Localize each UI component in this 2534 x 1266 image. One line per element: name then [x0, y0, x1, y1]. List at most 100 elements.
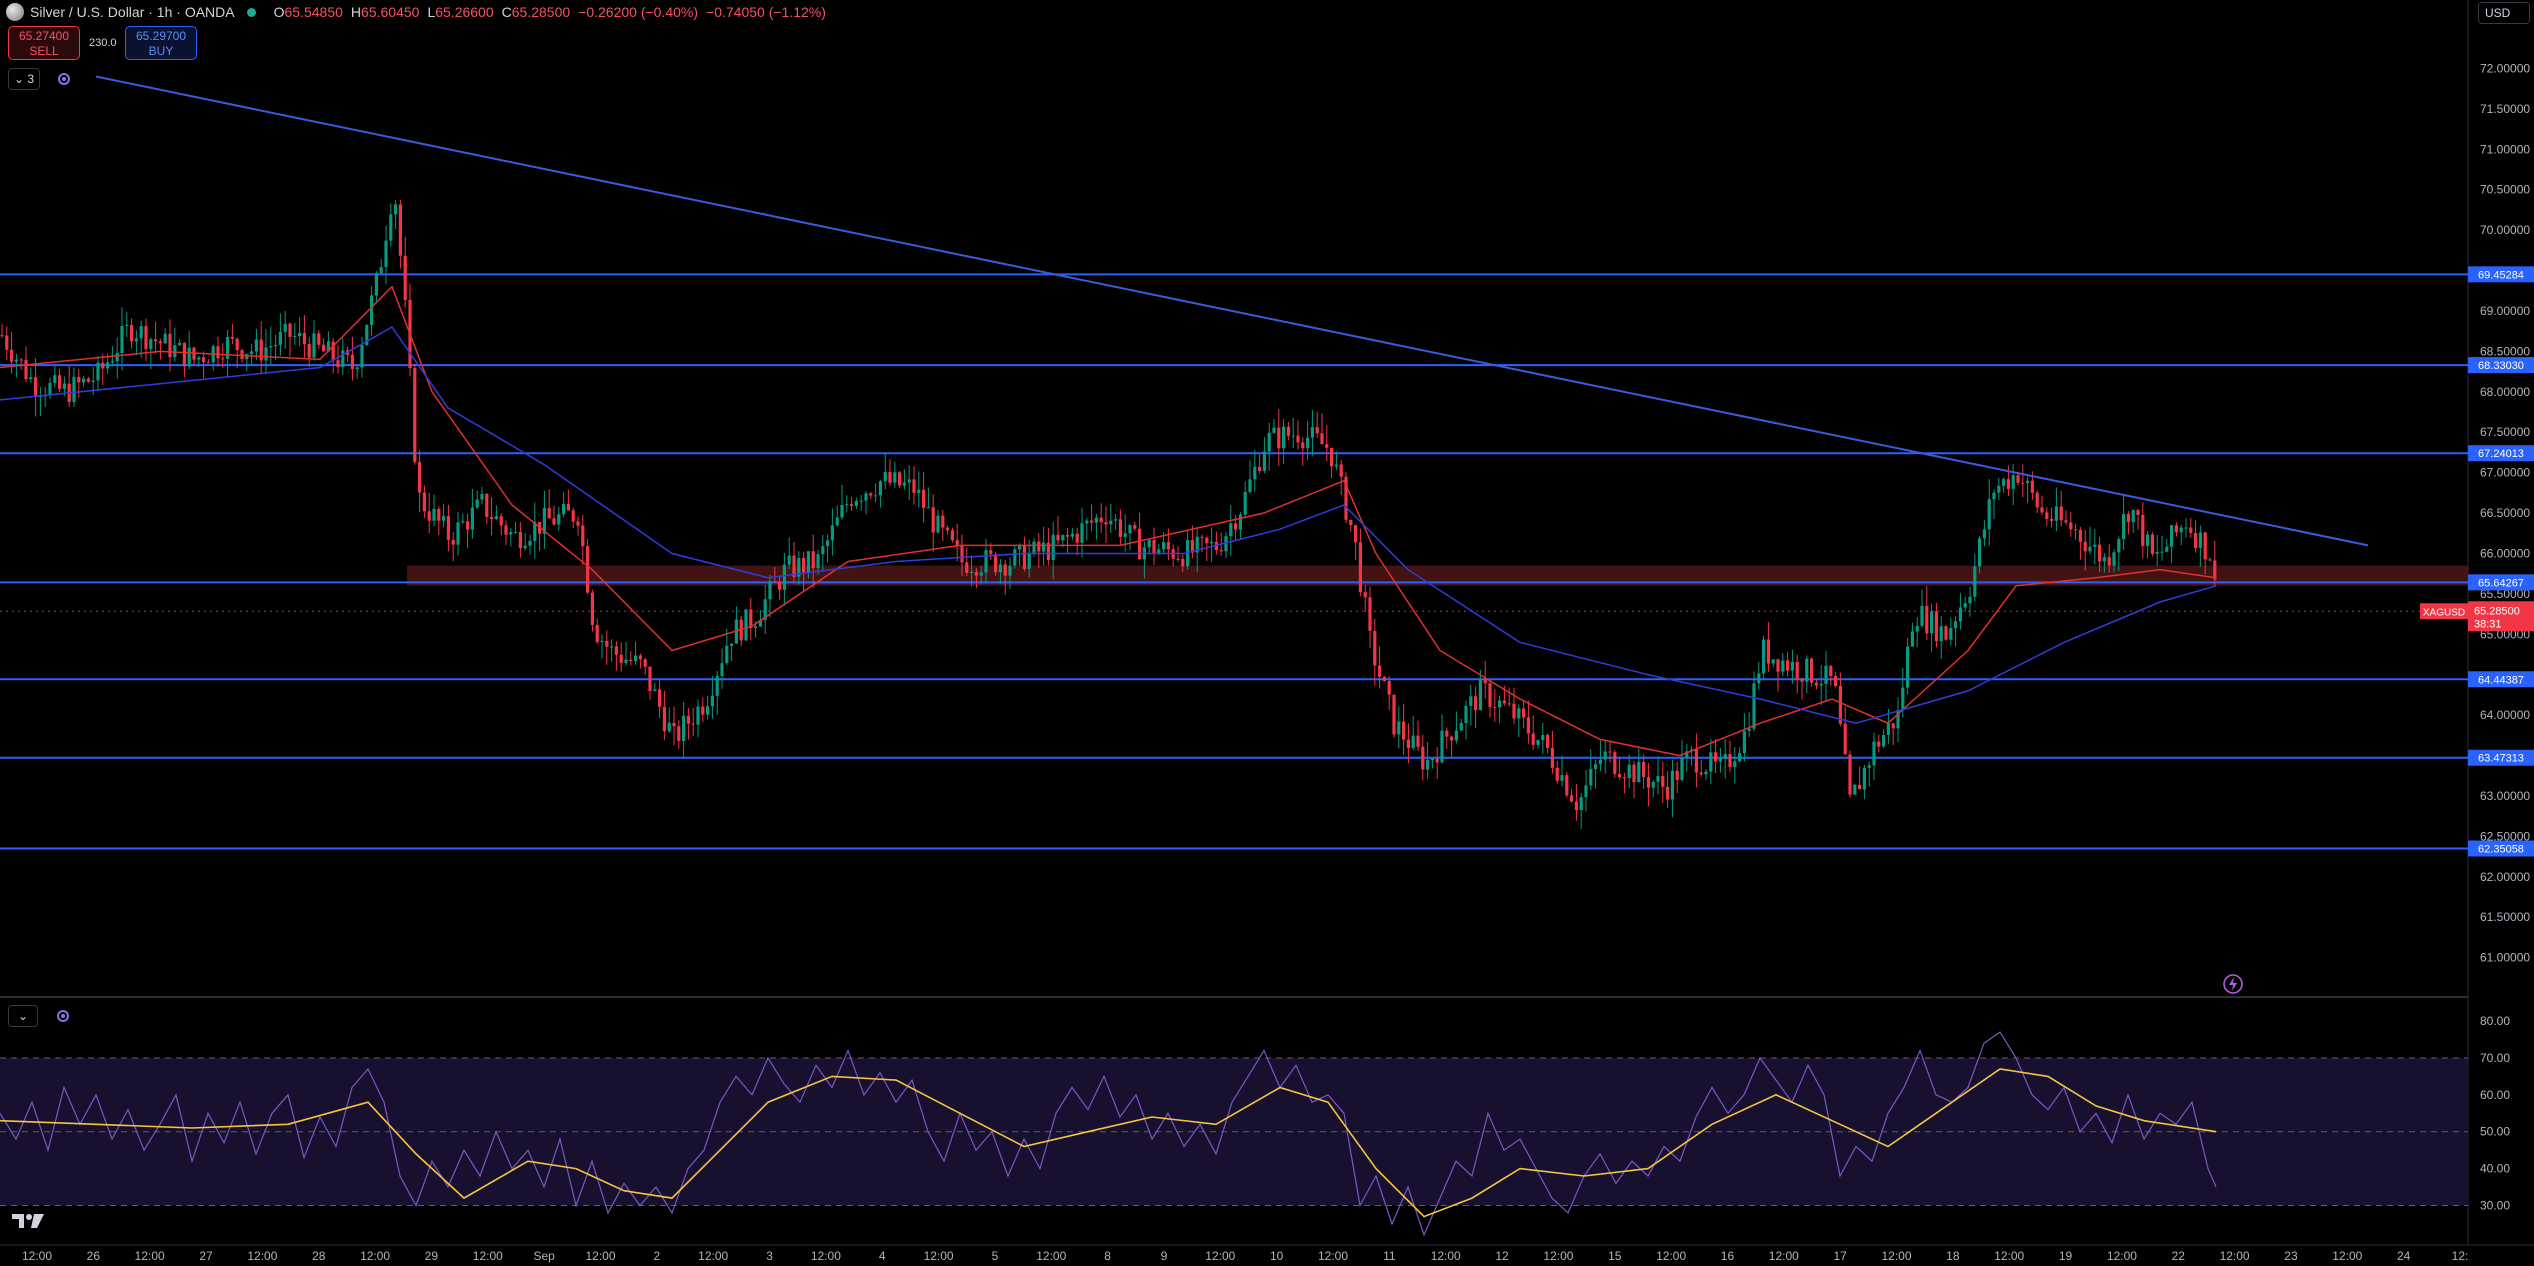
candle [1022, 544, 1026, 569]
candle [1310, 427, 1314, 438]
candle [965, 562, 969, 573]
price-tick-label: 68.50000 [2480, 344, 2530, 358]
candle [2208, 559, 2212, 561]
candle [1565, 775, 1569, 796]
candle [1906, 646, 1910, 688]
candle [206, 362, 210, 364]
candle [821, 546, 825, 555]
candle [1531, 733, 1535, 745]
candle [461, 521, 465, 523]
time-tick-label: 12:00 [1543, 1249, 1573, 1263]
candle [389, 214, 393, 241]
candle [2069, 522, 2073, 530]
time-tick-label: 5 [992, 1249, 999, 1263]
candle [475, 499, 479, 508]
gear-icon[interactable] [56, 71, 72, 87]
lightning-icon[interactable] [2222, 973, 2244, 995]
candle [365, 324, 369, 345]
candle [1642, 761, 1646, 778]
candle [806, 551, 810, 573]
candle [509, 532, 513, 535]
candle [1018, 544, 1022, 550]
candle [1162, 542, 1166, 550]
candle [202, 357, 206, 363]
candles-layer [0, 199, 2217, 830]
candle [2136, 510, 2140, 516]
rsi-collapse-button[interactable]: ⌄ [8, 1005, 38, 1027]
candle [19, 359, 23, 361]
candle [1478, 679, 1482, 711]
candle [998, 564, 1002, 573]
candle [2102, 557, 2106, 562]
candle [5, 335, 9, 350]
symbol-title[interactable]: Silver / U.S. Dollar · 1h · OANDA [30, 4, 235, 20]
candle [1608, 751, 1612, 753]
candle [1930, 611, 1934, 634]
gear-icon[interactable] [55, 1008, 71, 1024]
sell-button[interactable]: 65.27400 SELL [8, 26, 80, 60]
currency-select[interactable]: USD [2478, 2, 2530, 24]
candle [686, 715, 690, 724]
candle [1805, 658, 1809, 682]
candle [317, 333, 321, 345]
candle [610, 646, 614, 648]
price-tick-label: 71.00000 [2480, 142, 2530, 156]
time-tick-label: 16 [1721, 1249, 1735, 1263]
candle [58, 375, 62, 389]
time-tick-label: 26 [87, 1249, 101, 1263]
candle [1128, 525, 1132, 534]
candle [1517, 708, 1521, 719]
candle [682, 715, 686, 742]
candle [1037, 541, 1041, 552]
candle [672, 722, 676, 727]
candle [1306, 437, 1310, 449]
candle [1315, 427, 1319, 434]
candle [1056, 534, 1060, 541]
candle [1978, 538, 1982, 567]
candle [586, 546, 590, 593]
candle [922, 489, 926, 508]
candle [53, 375, 57, 383]
time-tick-label: 12:00 [924, 1249, 954, 1263]
candle [773, 581, 777, 583]
candle [1104, 522, 1108, 525]
candle [787, 555, 791, 565]
candle [1848, 754, 1852, 795]
candle [1594, 764, 1598, 769]
candle [158, 341, 162, 344]
time-tick-label: 12:00 [1205, 1249, 1235, 1263]
level-price-label-bg [2468, 840, 2534, 857]
candle [2122, 514, 2126, 540]
time-tick-label: 12:00 [1769, 1249, 1799, 1263]
candle [283, 323, 287, 332]
candle [1747, 728, 1751, 731]
price-tick-label: 63.00000 [2480, 789, 2530, 803]
candle [701, 706, 705, 715]
last-price-label-bg [2468, 601, 2534, 632]
candle [101, 362, 105, 369]
level-price-label: 65.64267 [2478, 577, 2524, 589]
candle [264, 347, 268, 361]
candle [182, 342, 186, 367]
time-tick-label: 12:00 [698, 1249, 728, 1263]
buy-button[interactable]: 65.29700 BUY [125, 26, 197, 60]
candle [1066, 534, 1070, 537]
candle [1685, 751, 1689, 759]
candle [254, 339, 258, 352]
candle [874, 495, 878, 497]
candle [1440, 730, 1444, 763]
candle [1968, 596, 1972, 604]
indicators-toggle[interactable]: ⌄ 3 [8, 68, 40, 90]
candle [1502, 700, 1506, 704]
candle [1589, 768, 1593, 786]
candle [1550, 747, 1554, 768]
candle [0, 335, 4, 337]
candle [528, 540, 532, 546]
candle [653, 689, 657, 691]
candle [2083, 541, 2087, 552]
time-tick-label: 12:00 [2220, 1249, 2250, 1263]
candle [1176, 558, 1180, 560]
candle [470, 507, 474, 530]
candle [754, 626, 758, 629]
